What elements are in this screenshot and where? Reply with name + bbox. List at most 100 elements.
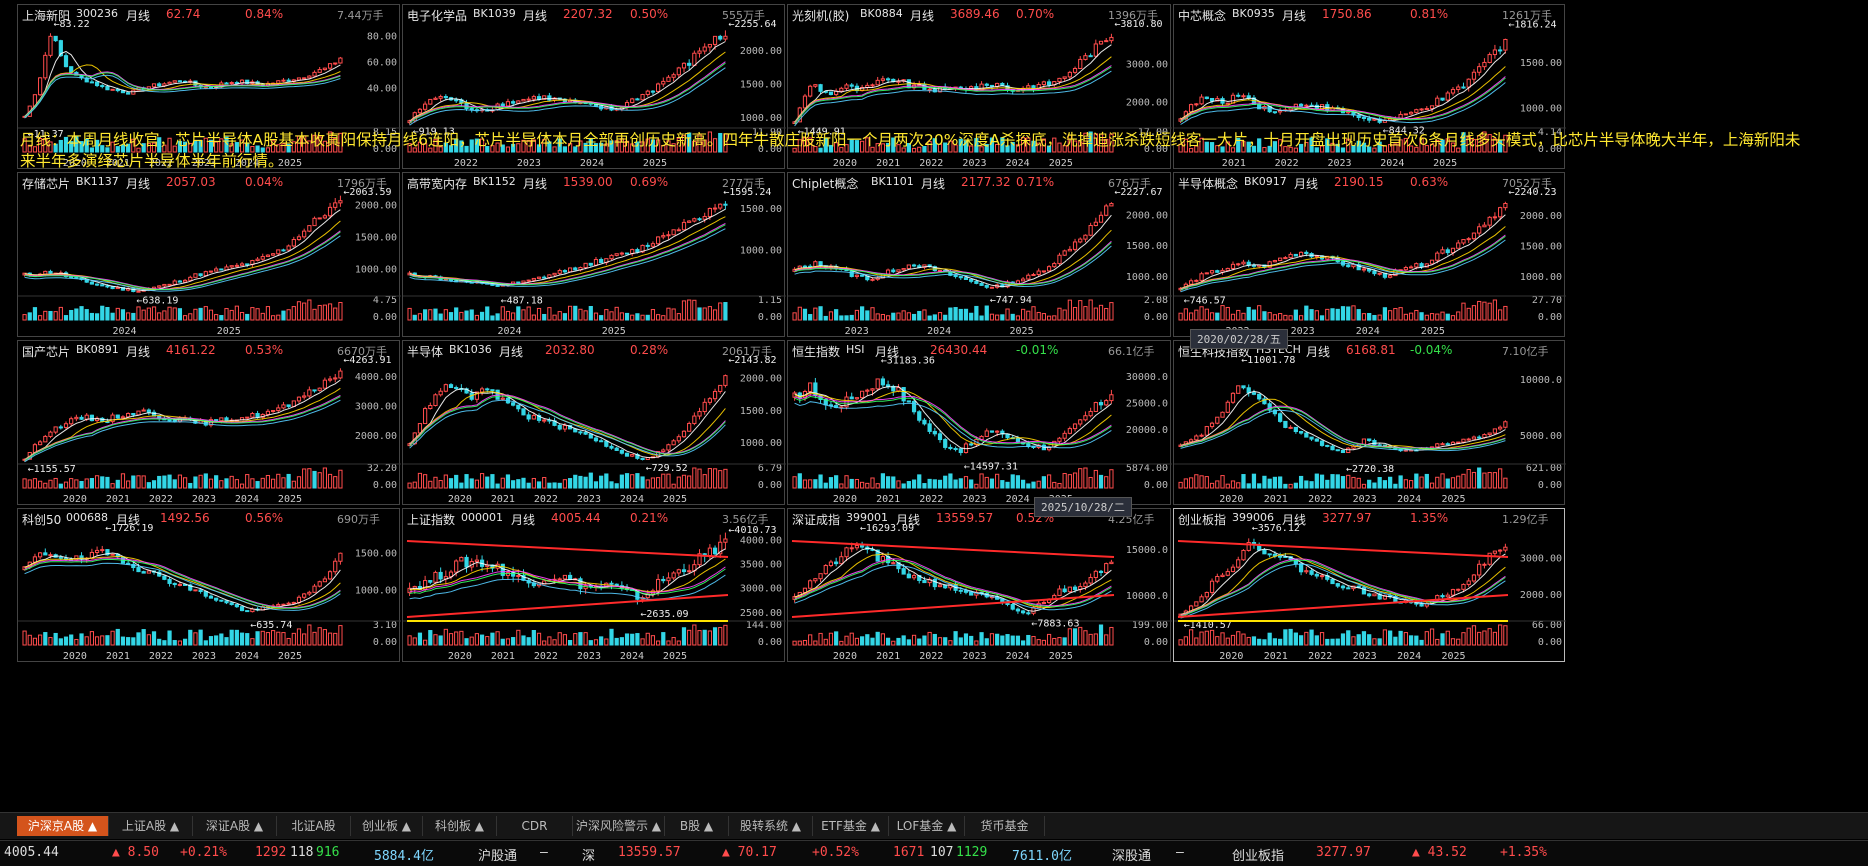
candle-body (312, 585, 317, 593)
candle-body (276, 249, 281, 255)
candle-body (661, 449, 666, 453)
volume-bar (1088, 299, 1093, 321)
candle-body (839, 556, 844, 565)
volume-bar (89, 147, 95, 153)
candle-body (1377, 444, 1382, 447)
volume-bar (692, 140, 697, 153)
market-tab[interactable]: B股 ▲ (665, 816, 729, 836)
volume-bar (927, 141, 932, 153)
volume-bar (681, 474, 687, 489)
chart-panel[interactable]: 电子化学品 BK1039 月线 2207.32 0.50% 555万手 2000.00 150… (402, 4, 786, 169)
candle-body (1046, 266, 1052, 272)
volume-bar (697, 133, 702, 153)
candle-body (1246, 95, 1251, 99)
chart-panel[interactable]: 恒生指数 HSI 月线 26430.44 -0.01% 66.1亿手 30000.0 2500… (787, 340, 1172, 505)
volume-bar (1361, 313, 1367, 321)
candle-body (1278, 413, 1283, 422)
chart-panel[interactable]: Chiplet概念 BK1101 月线 2177.32 0.71% 676万手 2000.0… (787, 172, 1172, 337)
candle-body (1204, 426, 1209, 436)
candle-body (250, 413, 255, 418)
candle-body (58, 426, 63, 429)
market-tab[interactable]: CDR (497, 816, 573, 836)
chart-panel[interactable]: 国产芯片 BK0891 月线 4161.22 0.53% 6670万手 4000.00 300… (17, 340, 401, 505)
chart-panel[interactable]: 科创50 000688 月线 1492.56 0.56% 690万手 1500.00 1000… (17, 508, 401, 662)
volume-tick-label: 6.79 (758, 463, 782, 474)
hgt-label[interactable]: 沪股通 (478, 849, 518, 864)
volume-bar (224, 308, 229, 321)
candle-body (901, 568, 906, 575)
volume-tick-label: 199.00 (1132, 620, 1168, 631)
candle-body (229, 602, 234, 606)
candle-body (849, 84, 854, 87)
volume-bar (110, 483, 115, 489)
chart-panel[interactable]: 高带宽内存 BK1152 月线 1539.00 0.69% 277万手 1500.00 100… (402, 172, 786, 337)
volume-bar (322, 304, 327, 321)
chart-panel[interactable]: 中芯概念 BK0935 月线 1750.86 0.81% 1261万手 1500.00 100… (1173, 4, 1566, 169)
volume-label: 6670万手 (337, 345, 387, 358)
candle-body (115, 88, 120, 92)
sgt-label[interactable]: 深股通 (1112, 849, 1152, 864)
volume-label: 555万手 (722, 9, 765, 22)
volume-bar (932, 479, 937, 489)
chart-panel[interactable]: 半导体概念 BK0917 月线 2190.15 0.63% 7052万手 2000.00 15… (1173, 172, 1566, 337)
volume-bar (474, 314, 480, 321)
moving-average-line (1180, 409, 1506, 452)
volume-bar (58, 483, 63, 489)
volume-bar (531, 477, 536, 489)
volume-bar (1393, 308, 1398, 321)
volume-bar (84, 138, 89, 153)
volume-bar (1351, 636, 1356, 646)
candle-body (1199, 96, 1204, 105)
volume-bar (922, 483, 927, 489)
candle-body (854, 545, 860, 549)
volume-label: 1796万手 (337, 177, 387, 190)
volume-bar (917, 638, 922, 646)
volume-bar (1062, 473, 1067, 489)
volume-bar (712, 627, 718, 646)
volume-bar (1372, 638, 1377, 646)
volume-bar (823, 315, 828, 321)
market-tab[interactable]: 货币基金 (965, 816, 1045, 836)
market-tab[interactable]: 股转系统 ▲ (729, 816, 813, 836)
security-code: 399001 (846, 511, 888, 524)
chart-panel[interactable]: 存储芯片 BK1137 月线 2057.03 0.04% 1796万手 2000.00 150… (17, 172, 401, 337)
volume-bar (937, 143, 943, 153)
candle-body (1319, 575, 1325, 578)
candle-body (58, 40, 63, 57)
chart-panel[interactable]: 半导体 BK1036 月线 2032.80 0.28% 2061万手 2000.00 1500… (402, 340, 786, 505)
candle-body (1015, 608, 1021, 612)
market-tab[interactable]: 北证A股 (277, 816, 351, 836)
candle-body (707, 398, 712, 403)
candle-body (167, 419, 172, 422)
volume-bar (865, 137, 870, 153)
x-tick-label: 2020 (833, 494, 857, 505)
market-tab[interactable]: LOF基金 ▲ (889, 816, 965, 836)
chart-panel[interactable]: 深证成指 399001 月线 13559.57 0.52% 4.25亿手 15000.0 10… (787, 508, 1172, 662)
volume-bar (875, 483, 880, 489)
volume-bar (1078, 141, 1083, 153)
market-tab[interactable]: 创业板 ▲ (351, 816, 423, 836)
candle-body (1230, 566, 1236, 573)
candle-body (702, 216, 707, 220)
candle-body (1492, 428, 1498, 434)
volume-bar (860, 306, 865, 321)
chart-panel[interactable]: 上证指数 000001 月线 4005.44 0.21% 3.56亿手 4000.00 350… (402, 508, 786, 662)
market-tab[interactable]: 沪深京A股 ▲ (17, 816, 109, 836)
market-tab[interactable]: ETF基金 ▲ (813, 816, 889, 836)
candle-body (172, 582, 177, 586)
x-tick-label: 2023 (1327, 158, 1351, 169)
market-tab[interactable]: 上证A股 ▲ (109, 816, 193, 836)
volume-bar (797, 139, 802, 153)
candle-body (1435, 252, 1440, 261)
x-tick-label: 2025 (278, 651, 302, 662)
chart-panel[interactable]: 恒生科技指数 HSTECH 月线 6168.81 -0.04% 7.10亿手 10000.0… (1173, 340, 1566, 505)
volume-bar (1461, 632, 1466, 646)
chart-panel[interactable]: 创业板指 399006 月线 3277.97 1.35% 1.29亿手 3000.00 200… (1173, 508, 1566, 662)
market-tab[interactable]: 科创板 ▲ (423, 816, 497, 836)
low-label: ←1410.57 (1184, 620, 1232, 631)
chart-panel[interactable]: 光刻机(胶) BK0884 月线 3689.46 0.70% 1396万手 3000.00 2… (787, 4, 1172, 169)
market-tab[interactable]: 沪深风险警示 ▲ (573, 816, 665, 836)
chart-panel[interactable]: 上海新阳 300236 月线 62.74 0.84% 7.44万手 80.00 60.00 40… (17, 4, 401, 169)
market-tab[interactable]: 深证A股 ▲ (193, 816, 277, 836)
moving-average-line (1180, 66, 1506, 121)
